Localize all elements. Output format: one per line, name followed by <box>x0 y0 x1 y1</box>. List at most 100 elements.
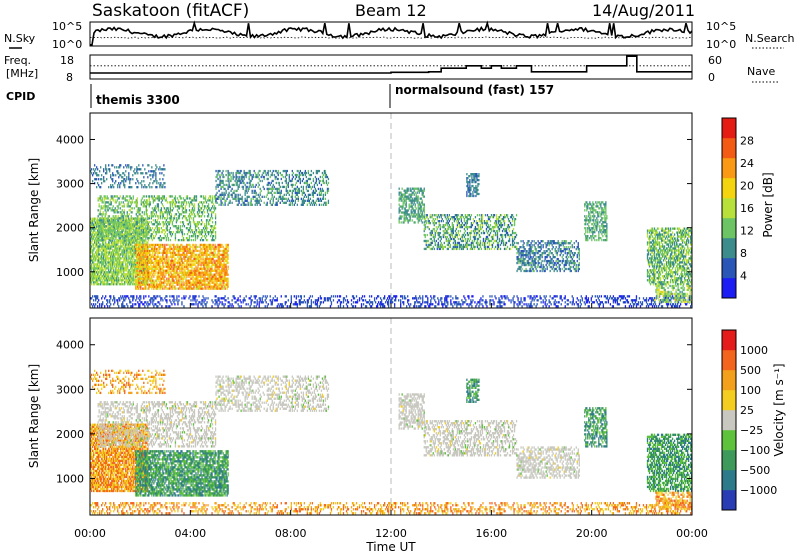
power-cell <box>142 217 144 220</box>
power-cell <box>188 287 190 290</box>
power-cell <box>220 203 222 206</box>
power-cell <box>186 267 188 270</box>
power-cell <box>155 233 158 236</box>
power-cell <box>175 287 177 290</box>
power-cell <box>125 241 127 244</box>
power-cell <box>173 279 175 282</box>
power-cell <box>237 195 239 199</box>
power-cell <box>181 269 183 272</box>
power-cell <box>140 277 142 280</box>
power-cell <box>177 261 179 264</box>
power-cell <box>177 207 180 210</box>
power-cell <box>139 261 141 264</box>
power-cell <box>166 233 169 236</box>
power-cell <box>232 197 234 200</box>
power-cell <box>177 211 180 214</box>
power-cell <box>173 259 175 262</box>
power-cell <box>153 275 155 278</box>
power-cell <box>180 277 182 280</box>
power-cell <box>143 223 145 226</box>
power-cell <box>234 179 236 183</box>
power-cell <box>157 195 160 198</box>
power-cell <box>104 209 106 212</box>
power-cell <box>118 271 120 274</box>
power-cell <box>99 243 101 246</box>
power-cell <box>98 237 100 240</box>
power-cell <box>214 223 217 226</box>
power-cell <box>165 225 168 228</box>
power-cell <box>122 239 124 242</box>
power-cell <box>98 261 100 264</box>
power-cell <box>99 261 101 264</box>
power-cell <box>225 249 227 253</box>
power-cell <box>177 255 179 259</box>
power-cell <box>259 191 261 195</box>
power-cell <box>201 271 203 274</box>
power-cell <box>169 238 172 242</box>
power-cell <box>183 283 185 286</box>
power-cell <box>144 255 146 259</box>
power-cell <box>208 207 211 210</box>
power-cell <box>94 283 96 286</box>
power-cell <box>132 234 134 238</box>
power-cell <box>297 195 299 199</box>
power-cell <box>226 249 228 253</box>
power-cell <box>250 185 252 189</box>
power-cell <box>93 261 95 264</box>
power-cell <box>156 275 158 278</box>
power-cell <box>135 245 137 249</box>
power-cell <box>111 263 113 266</box>
power-cell <box>198 255 200 259</box>
power-cell <box>193 221 196 224</box>
power-cell <box>291 179 293 183</box>
power-cell <box>196 236 199 240</box>
power-cell <box>173 265 175 268</box>
power-cell <box>115 271 117 274</box>
power-cell <box>193 261 195 264</box>
power-cell <box>300 171 302 175</box>
power-cell <box>206 219 209 222</box>
power-cell <box>145 255 147 259</box>
power-cell <box>216 255 218 259</box>
power-cell <box>175 201 178 204</box>
power-cell <box>176 197 179 200</box>
power-cell <box>215 197 217 200</box>
power-cell <box>148 229 150 232</box>
power-cell <box>198 215 201 218</box>
power-cell <box>177 205 180 208</box>
power-cell <box>205 249 207 253</box>
power-cell <box>210 211 213 214</box>
power-cell <box>95 281 97 284</box>
power-cell <box>168 287 170 290</box>
power-cell <box>183 199 186 202</box>
power-cell <box>193 209 196 212</box>
power-cell <box>211 277 213 280</box>
power-cell <box>169 215 172 218</box>
power-cell <box>191 209 194 212</box>
power-cell <box>139 285 141 288</box>
power-cell <box>235 177 237 181</box>
power-cell <box>128 281 130 284</box>
power-cell <box>96 227 98 230</box>
power-cell <box>121 233 123 236</box>
power-cell <box>279 193 281 197</box>
power-cell <box>173 249 175 253</box>
power-cell <box>194 281 196 284</box>
power-cell <box>108 259 110 262</box>
power-cell <box>145 243 147 247</box>
power-cell <box>274 177 276 181</box>
power-cell <box>134 271 136 274</box>
power-cell <box>170 253 172 257</box>
power-cell <box>204 275 206 278</box>
power-cell <box>202 243 204 247</box>
power-cell <box>267 171 269 175</box>
power-cell <box>97 229 99 232</box>
power-cell <box>108 241 110 244</box>
power-cell <box>158 283 160 286</box>
power-cell <box>173 285 175 288</box>
power-cell <box>212 263 214 266</box>
power-cell <box>130 257 132 260</box>
power-cell <box>182 267 184 270</box>
power-cell <box>147 233 149 236</box>
power-cell <box>128 233 130 236</box>
